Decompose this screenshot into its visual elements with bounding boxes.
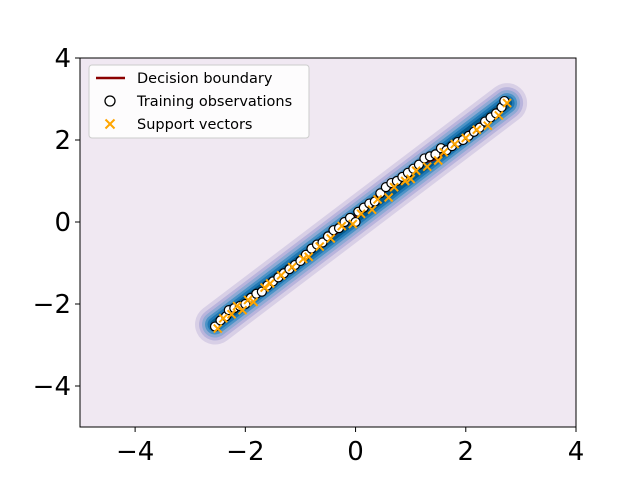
support-vector-point (450, 139, 460, 149)
x-tick-label: 4 (568, 437, 585, 467)
support-vector-point (298, 254, 308, 264)
support-vector-point (337, 221, 347, 231)
legend-x-swatch (104, 118, 116, 130)
legend-label: Decision boundary (137, 71, 273, 87)
support-vector-point (276, 270, 286, 281)
support-vector-point (439, 147, 449, 158)
legend-item-support-vectors: Support vectors (104, 117, 252, 133)
support-vector-point (389, 182, 399, 192)
legend-circle-swatch (104, 95, 116, 107)
support-vector-point (237, 305, 248, 315)
legend-item-decision-boundary: Decision boundary (96, 71, 273, 87)
support-vector-point (248, 297, 259, 307)
x-tick-label: 0 (347, 437, 364, 467)
x-axis: −4 −2 0 2 4 (116, 427, 584, 467)
support-vector-point (326, 233, 336, 244)
support-vector-point (265, 278, 275, 289)
support-vector-point (226, 309, 237, 319)
legend-label: Support vectors (137, 117, 252, 133)
support-vector-point (383, 192, 394, 203)
y-tick-label: −2 (33, 290, 71, 320)
y-tick-label: 2 (54, 126, 71, 156)
support-vector-point (472, 125, 482, 135)
support-vector-point (405, 174, 416, 184)
legend-item-training-observations: Training observations (104, 94, 292, 110)
support-vector-point (348, 219, 358, 229)
support-vector-point (483, 120, 493, 131)
support-vector-point (218, 313, 228, 324)
points-layer (209, 95, 512, 334)
y-axis: −4 −2 0 2 4 (33, 44, 80, 402)
support-vector-point (213, 323, 223, 334)
y-tick-label: 0 (54, 208, 71, 238)
support-vector-point (372, 194, 383, 205)
y-tick-label: −4 (33, 372, 71, 402)
support-vector-point (411, 166, 421, 176)
plot-frame (79, 57, 577, 428)
support-vector-point (422, 161, 432, 172)
support-vector-point (400, 176, 410, 186)
support-vector-point (502, 98, 512, 108)
support-vector-point (494, 110, 504, 121)
legend: Decision boundary Training observations … (88, 64, 310, 139)
legend-label: Training observations (136, 94, 292, 110)
support-vector-point (243, 295, 253, 305)
support-vector-point (433, 155, 443, 166)
legend-box (88, 64, 310, 139)
support-vector-point (461, 133, 471, 143)
support-vector-point (356, 209, 366, 219)
support-vector-point (315, 241, 325, 252)
x-tick-label: −2 (226, 437, 264, 467)
y-tick-label: 4 (54, 44, 71, 74)
x-tick-label: 2 (458, 437, 475, 467)
x-tick-label: −4 (116, 437, 154, 467)
support-vector-point (367, 204, 377, 215)
support-vector-point (304, 252, 314, 262)
support-vector-point (287, 262, 297, 272)
